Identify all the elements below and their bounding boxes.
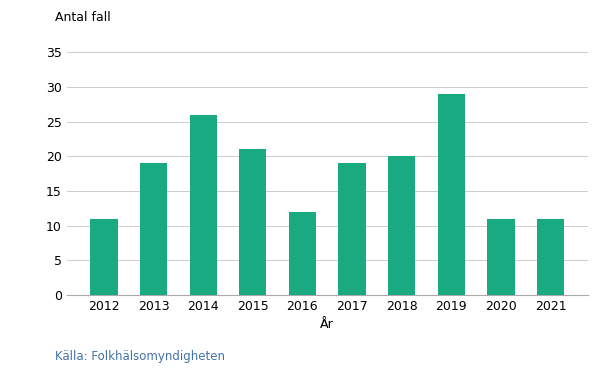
Bar xyxy=(487,218,514,295)
X-axis label: År: År xyxy=(321,318,334,331)
Text: Antal fall: Antal fall xyxy=(55,11,110,24)
Bar xyxy=(537,218,564,295)
Bar xyxy=(190,115,217,295)
Bar xyxy=(140,163,167,295)
Bar xyxy=(438,94,465,295)
Text: Källa: Folkhälsomyndigheten: Källa: Folkhälsomyndigheten xyxy=(55,350,225,363)
Bar xyxy=(239,149,267,295)
Bar xyxy=(388,156,415,295)
Bar xyxy=(90,218,118,295)
Bar xyxy=(338,163,365,295)
Bar xyxy=(289,212,316,295)
